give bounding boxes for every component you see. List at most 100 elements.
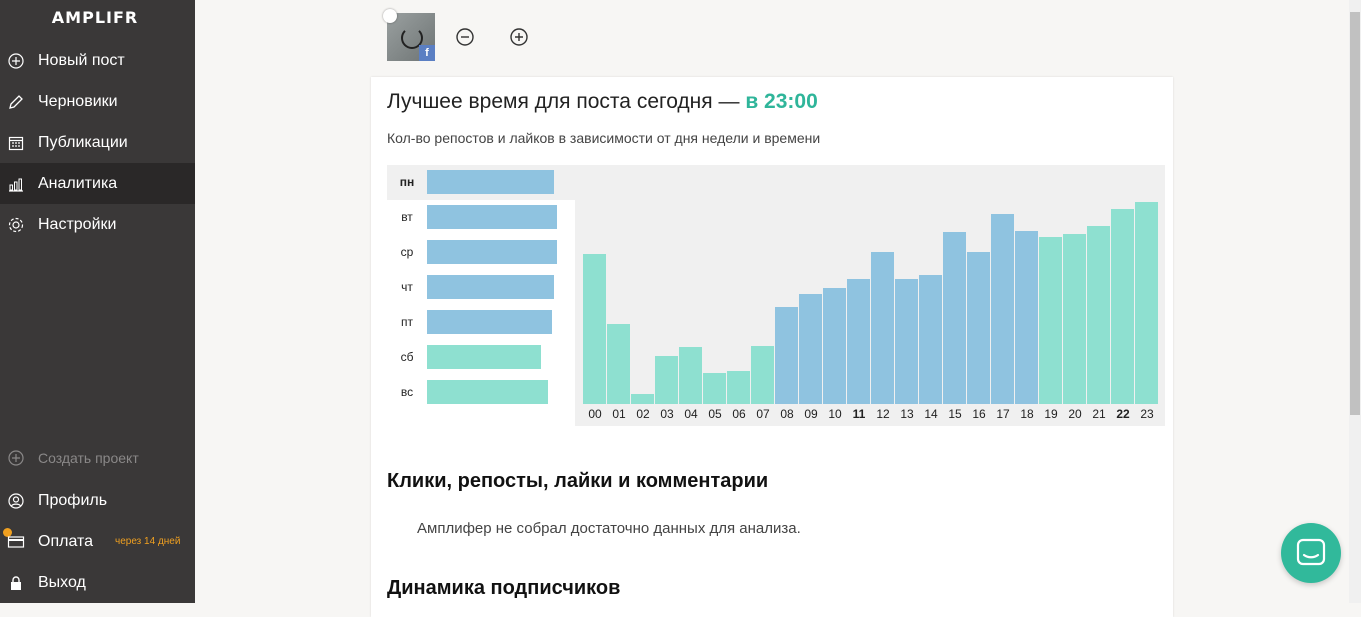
hour-label: 18 [1020, 407, 1034, 421]
sidebar-item-profile[interactable]: Профиль [0, 480, 195, 521]
sidebar-item-billing[interactable]: Оплата через 14 дней [0, 521, 195, 562]
sidebar-item-settings[interactable]: Настройки [0, 204, 195, 245]
day-label: чт [401, 280, 413, 294]
sidebar-item-label: Аналитика [38, 174, 118, 192]
hour-bar-11[interactable] [847, 279, 870, 404]
day-row-вт[interactable]: вт [387, 204, 577, 230]
account-avatar[interactable]: f [383, 9, 435, 61]
day-row-пн[interactable]: пн [387, 169, 577, 195]
zoom-in-button[interactable] [509, 27, 529, 47]
hour-bar-12[interactable] [871, 252, 894, 404]
day-row-вс[interactable]: вс [387, 379, 577, 405]
day-row-сб[interactable]: сб [387, 344, 577, 370]
day-label: пн [399, 175, 415, 189]
sidebar-item-label: Новый пост [38, 51, 125, 69]
day-bar [427, 310, 552, 334]
sidebar-item-analytics[interactable]: Аналитика [0, 163, 195, 204]
hour-bar-07[interactable] [751, 346, 774, 404]
best-time-prefix: Лучшее время для поста сегодня — [387, 90, 746, 113]
followers-section-title: Динамика подписчиков [387, 577, 621, 599]
clicks-empty-note: Амплифер не собрал достаточно данных для… [417, 520, 801, 537]
sidebar-item-publications[interactable]: Публикации [0, 122, 195, 163]
user-icon [7, 492, 25, 510]
hour-label: 21 [1092, 407, 1106, 421]
sidebar-item-drafts[interactable]: Черновики [0, 81, 195, 122]
minus-circle-icon [456, 28, 474, 46]
hour-label: 03 [660, 407, 674, 421]
day-bar [427, 275, 554, 299]
hour-label: 11 [852, 407, 866, 421]
sidebar-item-logout[interactable]: Выход [0, 562, 195, 603]
chat-icon [1296, 538, 1326, 566]
sidebar-item-new-post[interactable]: Новый пост [0, 40, 195, 81]
zoom-out-button[interactable] [455, 27, 475, 47]
day-row-ср[interactable]: ср [387, 239, 577, 265]
hour-bar-18[interactable] [1015, 231, 1038, 404]
day-label: ср [400, 245, 414, 259]
hour-label: 19 [1044, 407, 1058, 421]
hour-bar-13[interactable] [895, 279, 918, 404]
chart-subtitle: Кол-во репостов и лайков в зависимости о… [387, 130, 821, 146]
avatar-toggle-dot[interactable] [383, 9, 397, 23]
day-row-пт[interactable]: пт [387, 309, 577, 335]
day-row-чт[interactable]: чт [387, 274, 577, 300]
hour-label: 02 [636, 407, 650, 421]
hour-bar-10[interactable] [823, 288, 846, 404]
plus-circle-icon [510, 28, 528, 46]
hour-bar-23[interactable] [1135, 202, 1158, 404]
hour-bar-08[interactable] [775, 307, 798, 404]
plus-circle-icon [7, 52, 25, 70]
sidebar-item-label: Профиль [38, 491, 108, 509]
hour-bar-20[interactable] [1063, 234, 1086, 404]
day-label: вт [401, 210, 413, 224]
loading-spinner-icon [401, 27, 423, 49]
hour-bar-01[interactable] [607, 324, 630, 404]
scrollbar-thumb[interactable] [1350, 12, 1360, 415]
hour-bar-03[interactable] [655, 356, 678, 404]
sidebar-item-label: Выход [38, 573, 86, 591]
hour-bar-04[interactable] [679, 347, 702, 404]
day-label: пт [401, 315, 413, 329]
hour-bar-09[interactable] [799, 294, 822, 404]
hour-bar-02[interactable] [631, 394, 654, 404]
hour-label: 00 [588, 407, 602, 421]
clicks-section-title: Клики, репосты, лайки и комментарии [387, 470, 769, 492]
hour-bar-15[interactable] [943, 232, 966, 404]
hour-bar-21[interactable] [1087, 226, 1110, 404]
hour-label: 04 [684, 407, 698, 421]
gear-icon [7, 216, 25, 234]
notification-dot [3, 528, 12, 537]
hour-label: 13 [900, 407, 914, 421]
analytics-card: Лучшее время для поста сегодня — в 23:00… [371, 77, 1173, 617]
day-bar [427, 205, 557, 229]
hour-label: 12 [876, 407, 890, 421]
app-logo[interactable]: AMPLIFR [51, 8, 139, 27]
hour-bar-00[interactable] [583, 254, 606, 404]
hour-bar-19[interactable] [1039, 237, 1062, 404]
hour-label: 14 [924, 407, 938, 421]
avatar: f [387, 13, 435, 61]
hour-bar-14[interactable] [919, 275, 942, 404]
sidebar-item-label: Оплата [38, 532, 94, 550]
hour-label: 20 [1068, 407, 1082, 421]
chat-button[interactable] [1281, 523, 1341, 583]
hour-label: 10 [828, 407, 842, 421]
sidebar-item-label: Черновики [38, 92, 118, 110]
hour-bar-06[interactable] [727, 371, 750, 404]
day-bar [427, 345, 541, 369]
hour-bar-17[interactable] [991, 214, 1014, 404]
day-label: вс [400, 385, 414, 399]
hour-bar-22[interactable] [1111, 209, 1134, 404]
day-bar [427, 240, 557, 264]
hour-label: 09 [804, 407, 818, 421]
hour-label: 07 [756, 407, 770, 421]
hour-label: 05 [708, 407, 722, 421]
hour-bar-16[interactable] [967, 252, 990, 404]
card-icon [7, 533, 25, 551]
pencil-icon [7, 93, 25, 111]
best-time-heading: Лучшее время для поста сегодня — в 23:00 [387, 90, 818, 114]
hour-bar-05[interactable] [703, 373, 726, 404]
sidebar-item-create-project[interactable]: Создать проект [0, 437, 195, 478]
facebook-icon: f [419, 45, 435, 61]
hour-label: 23 [1140, 407, 1154, 421]
